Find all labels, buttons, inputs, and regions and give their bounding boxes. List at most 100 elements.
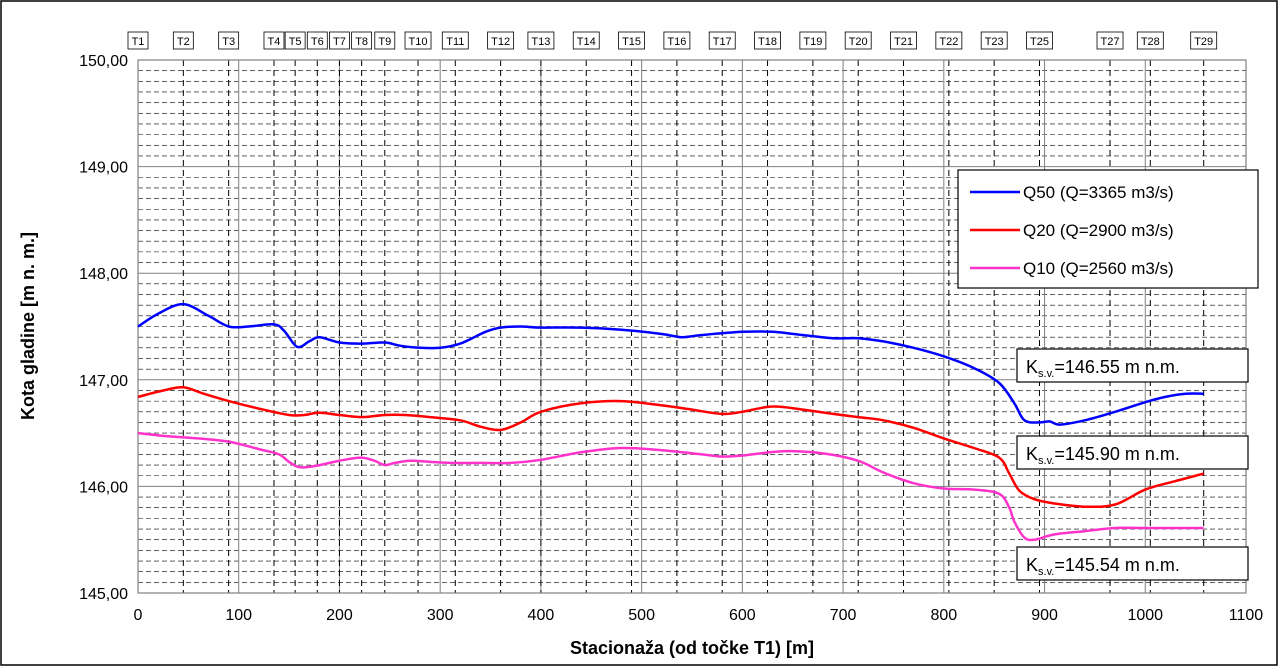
legend-label-q10: Q10 (Q=2560 m3/s) xyxy=(1023,259,1174,278)
section-label-box xyxy=(935,31,963,50)
x-tick-label: 0 xyxy=(134,607,143,624)
section-label: T8 xyxy=(351,31,373,50)
section-label-box xyxy=(329,31,350,50)
section-label: T6 xyxy=(306,31,328,50)
section-label-text: T17 xyxy=(713,36,732,48)
section-label-text: T14 xyxy=(577,36,596,48)
section-label: T21 xyxy=(890,31,917,50)
section-label-box xyxy=(754,31,781,50)
y-tick-label: 146,00 xyxy=(79,479,128,496)
section-label-box xyxy=(441,31,469,50)
section-label-box xyxy=(127,31,149,50)
section-label-box xyxy=(284,31,306,50)
section-label-text: T16 xyxy=(667,36,686,48)
x-axis-title: Stacionaža (od točke T1) [m] xyxy=(570,638,814,658)
section-label-box xyxy=(306,31,328,50)
section-label-box xyxy=(172,31,194,50)
section-label-box xyxy=(890,31,917,50)
section-label-text: T28 xyxy=(1141,36,1160,48)
section-label-box xyxy=(218,31,240,50)
section-label-box xyxy=(374,31,396,50)
x-tick-label: 900 xyxy=(1031,607,1058,624)
series-lines xyxy=(137,302,1205,542)
section-label-text: T4 xyxy=(268,36,281,48)
section-label: T2 xyxy=(172,31,194,50)
x-tick-label: 500 xyxy=(628,607,655,624)
y-tick-label: 147,00 xyxy=(79,373,128,390)
section-label-text: T1 xyxy=(132,36,145,48)
annotation-box-q10 xyxy=(1016,546,1249,581)
section-label-box xyxy=(618,31,645,50)
section-label-box xyxy=(799,31,827,50)
legend-label-q50: Q50 (Q=3365 m3/s) xyxy=(1023,183,1174,202)
section-label: T14 xyxy=(572,31,600,50)
section-label-box xyxy=(1136,31,1164,50)
section-label: T10 xyxy=(404,31,432,50)
section-label: T29 xyxy=(1190,31,1218,50)
section-label-box xyxy=(844,31,872,50)
x-tick-label: 100 xyxy=(225,607,252,624)
section-label-box xyxy=(404,31,432,50)
section-lines xyxy=(137,60,1205,593)
x-tick-label: 800 xyxy=(930,607,957,624)
section-label-text: T5 xyxy=(289,36,302,48)
section-label: T28 xyxy=(1136,31,1164,50)
section-label: T5 xyxy=(284,31,306,50)
y-tick-label: 148,00 xyxy=(79,266,128,283)
y-axis-title: Kota gladine [m n. m.] xyxy=(18,232,38,420)
annotation-q10: Ks.v.=145.54 m n.m. xyxy=(1016,546,1249,581)
annotation-q50: Ks.v.=146.55 m n.m. xyxy=(1016,348,1249,383)
section-label-text: T3 xyxy=(222,36,235,48)
x-axis-ticks: 0 100 200 300 400 500 600 700 800 900 1000 1100 xyxy=(134,607,1264,624)
annotation-text-q20: Ks.v.=145.90 m n.m. xyxy=(1026,444,1180,467)
y-tick-label: 145,00 xyxy=(79,586,128,603)
section-label-text: T25 xyxy=(1030,36,1049,48)
series-line-q20 xyxy=(137,385,1205,509)
series-line-q50 xyxy=(137,302,1204,426)
section-label-text: T7 xyxy=(333,36,346,48)
section-label: T12 xyxy=(487,31,515,50)
section-label-box xyxy=(527,31,555,50)
legend: Q50 (Q=3365 m3/s) Q20 (Q=2900 m3/s) Q10 … xyxy=(957,169,1259,289)
section-label-text: T13 xyxy=(531,36,550,48)
section-label-box xyxy=(572,31,600,50)
x-tick-label: 700 xyxy=(830,607,857,624)
annotation-text-q10: Ks.v.=145.54 m n.m. xyxy=(1026,555,1180,578)
section-label-text: T29 xyxy=(1194,36,1213,48)
section-labels: T1 T2 T3 T4 T5 T6 T7 T8 T9 T10 T11 T12 T13 T14 T15 T16 T… xyxy=(127,31,1218,50)
section-label-text: T8 xyxy=(355,36,368,48)
section-label: T1 xyxy=(127,31,149,50)
section-label-text: T11 xyxy=(446,36,464,48)
section-label-text: T23 xyxy=(985,36,1004,48)
section-label-box xyxy=(1096,31,1124,50)
section-label-box xyxy=(1026,31,1053,50)
section-label-text: T10 xyxy=(409,36,428,48)
section-label: T27 xyxy=(1096,31,1124,50)
annotation-box-q20 xyxy=(1016,435,1249,470)
section-label-box xyxy=(708,31,736,50)
section-label: T23 xyxy=(980,31,1008,50)
section-label-text: T22 xyxy=(939,36,958,48)
annotation-q20: Ks.v.=145.90 m n.m. xyxy=(1016,435,1249,470)
section-label: T7 xyxy=(329,31,350,50)
legend-label-q20: Q20 (Q=2900 m3/s) xyxy=(1023,221,1174,240)
x-tick-label: 300 xyxy=(427,607,454,624)
section-label-box xyxy=(980,31,1008,50)
section-label-box xyxy=(663,31,691,50)
section-label-text: T19 xyxy=(803,36,822,48)
section-label-text: T9 xyxy=(378,36,391,48)
section-label: T20 xyxy=(844,31,872,50)
section-label-box xyxy=(1190,31,1218,50)
y-tick-label: 150,00 xyxy=(79,53,128,70)
section-label: T19 xyxy=(799,31,827,50)
section-label: T13 xyxy=(527,31,555,50)
section-label: T4 xyxy=(263,31,285,50)
section-label: T3 xyxy=(218,31,240,50)
section-label: T9 xyxy=(374,31,396,50)
section-label: T16 xyxy=(663,31,691,50)
y-axis-ticks: 145,00 146,00 147,00 148,00 149,00 150,00 xyxy=(79,53,128,603)
section-label-text: T6 xyxy=(311,36,324,48)
section-label-box xyxy=(487,31,515,50)
